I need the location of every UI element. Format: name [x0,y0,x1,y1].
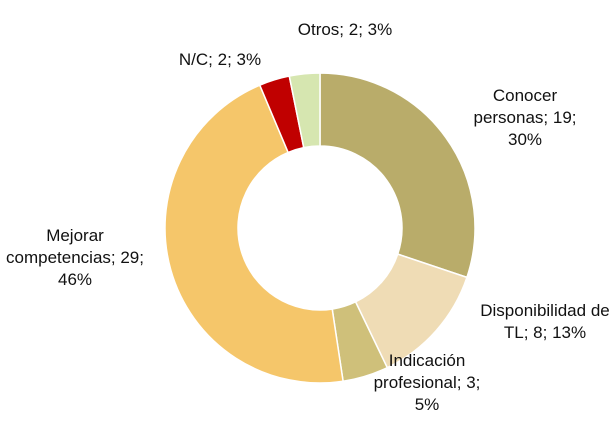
data-label: Disponibilidad de TL; 8; 13% [480,301,610,342]
data-label: Indicación profesional; 3; 5% [373,351,481,414]
donut-slice [164,84,344,384]
data-label: Conocer personas; 19; 30% [473,86,577,149]
data-label: Mejorar competencias; 29; 46% [6,226,144,289]
donut-slice [288,72,321,149]
donut-slice [319,72,476,279]
data-label: Otros; 2; 3% [297,20,393,39]
data-label: N/C; 2; 3% [178,50,262,69]
